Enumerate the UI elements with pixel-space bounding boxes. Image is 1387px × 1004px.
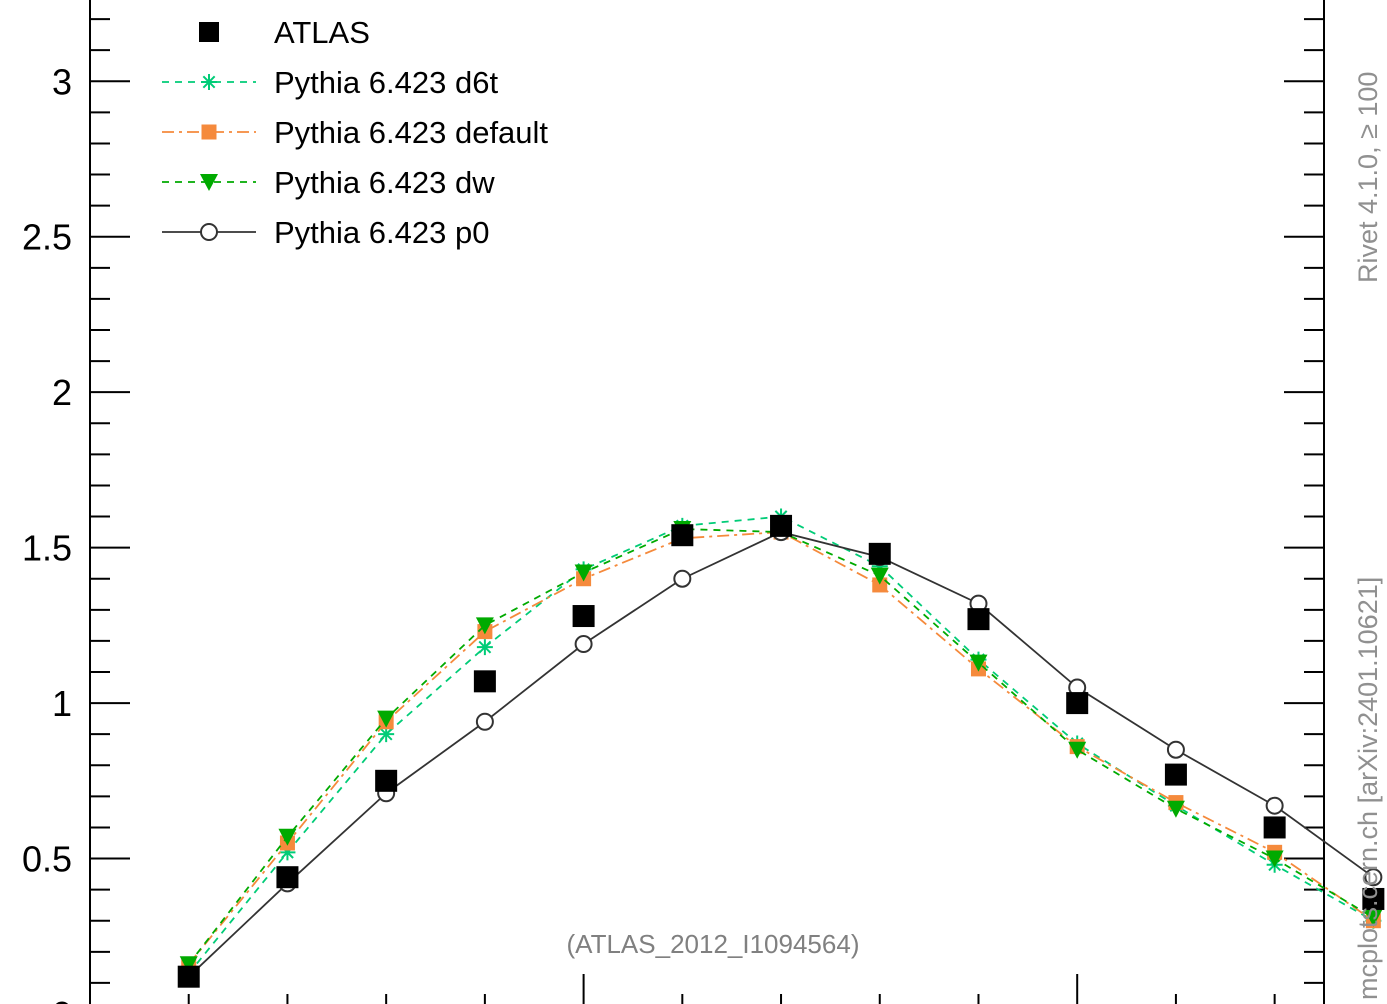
legend-label: Pythia 6.423 p0 [274, 215, 489, 250]
data-point [1164, 763, 1187, 786]
legend-marker [201, 124, 217, 140]
data-point [1265, 796, 1284, 815]
series-line [188, 531, 1374, 978]
series-pythia-6-423-d6t [180, 508, 1382, 982]
data-point [872, 577, 888, 593]
data-point [475, 712, 494, 731]
y-tick-label: 1.5 [22, 528, 72, 569]
data-point [1263, 816, 1286, 839]
data-point [1166, 740, 1185, 759]
data-point [1166, 800, 1185, 818]
data-point [574, 635, 593, 654]
chart-axes [89, 0, 1325, 1004]
data-point [473, 670, 496, 693]
data-point [375, 769, 398, 792]
legend: ATLAS Pythia 6.423 d6t Pythia 6.423 defaul… [162, 15, 548, 250]
data-point [967, 608, 990, 631]
rivet-version-label: Rivet 4.1.0, ≥ 100 [1353, 72, 1383, 283]
data-point [868, 542, 891, 565]
series-line [188, 531, 1374, 965]
legend-entry: ATLAS [199, 15, 370, 50]
analysis-label: (ATLAS_2012_I1094564) [567, 929, 860, 959]
data-point [476, 639, 493, 656]
data-point [1066, 692, 1089, 715]
y-tick-label: 0 [52, 994, 72, 1004]
legend-entry: Pythia 6.423 dw [162, 165, 495, 200]
data-point [1068, 741, 1087, 759]
y-tick-label: 2.5 [22, 217, 72, 258]
data-point [671, 524, 694, 547]
series-atlas [177, 514, 1385, 988]
data-point [378, 726, 395, 743]
y-tick-label: 2 [52, 372, 72, 413]
y-tick-label: 0.5 [22, 839, 72, 880]
data-point [572, 605, 595, 628]
data-point [1362, 887, 1385, 910]
data-point [574, 564, 593, 582]
legend-entry: Pythia 6.423 default [162, 115, 548, 150]
legend-label: Pythia 6.423 dw [274, 165, 495, 200]
data-point [1364, 909, 1383, 927]
mcplots-credit-label: mcplots.cern.ch [arXiv:2401.10621] [1353, 577, 1383, 1000]
legend-entry: Pythia 6.423 d6t [162, 65, 498, 100]
data-point [870, 567, 889, 585]
y-tick-label: 3 [52, 61, 72, 102]
data-point [770, 514, 793, 537]
plot-frame [89, 0, 1325, 1004]
data-point [278, 828, 297, 846]
series-pythia-6-423-dw [179, 520, 1383, 974]
legend-marker [200, 174, 218, 191]
data-point [179, 956, 198, 974]
legend-marker [201, 74, 217, 90]
legend-marker [200, 223, 218, 241]
legend-label: Pythia 6.423 d6t [274, 65, 498, 100]
data-point [1364, 868, 1383, 887]
y-tick-label: 1 [52, 683, 72, 724]
legend-entry: Pythia 6.423 p0 [162, 215, 489, 250]
data-point [279, 844, 296, 861]
data-point [871, 558, 888, 575]
legend-label: Pythia 6.423 default [274, 115, 548, 150]
data-point [1265, 850, 1284, 868]
data-point [673, 569, 692, 588]
series-layer [177, 508, 1385, 988]
data-point [276, 866, 299, 889]
data-point [377, 710, 396, 728]
data-point [969, 654, 988, 672]
series-pythia-6-423-p0 [179, 523, 1383, 986]
y-tick-labels: 0 0.5 1 1.5 2 2.5 3 [22, 61, 72, 1004]
legend-label: ATLAS [274, 15, 370, 50]
data-point [475, 617, 494, 635]
legend-marker [199, 22, 219, 42]
data-point [177, 965, 200, 988]
